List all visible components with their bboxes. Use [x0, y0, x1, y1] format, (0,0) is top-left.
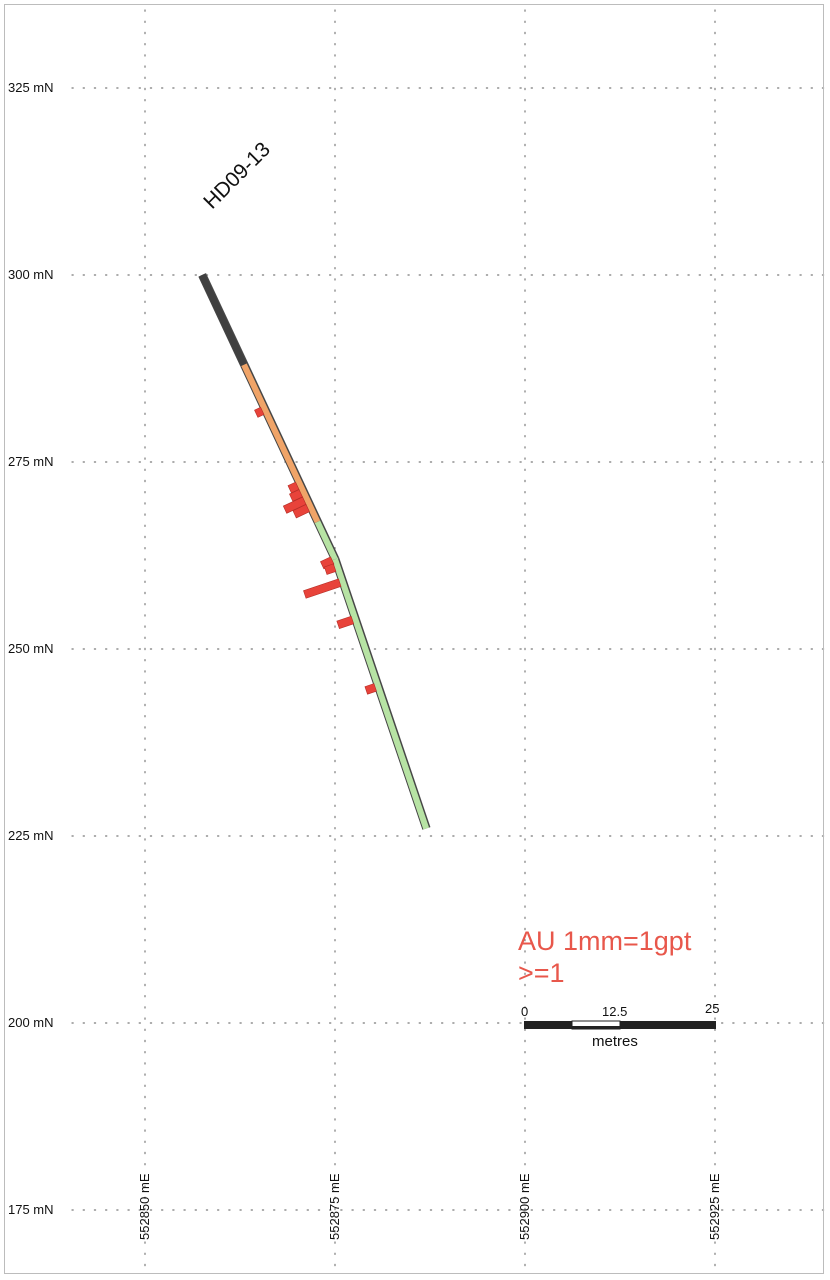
northing-label: 300 mN [8, 267, 54, 282]
assay-bar [336, 615, 355, 630]
easting-label: 552925 mE [707, 1173, 722, 1240]
northing-label: 175 mN [8, 1202, 54, 1217]
easting-label: 552900 mE [517, 1173, 532, 1240]
scale-bar-lower-line [524, 1026, 716, 1029]
northing-label: 200 mN [8, 1015, 54, 1030]
assay-bar [324, 563, 337, 575]
lithology-segment-green-unit [332, 558, 430, 830]
scale-bar-unit: metres [592, 1033, 638, 1050]
assay-bar [292, 504, 310, 519]
lithology-segment-orange-unit [241, 363, 321, 524]
assay-bar [303, 578, 342, 599]
scale-bar: 0 12.5 25 metres [521, 1001, 719, 1050]
northing-label: 250 mN [8, 641, 54, 656]
assay-bar [364, 683, 377, 695]
axis-labels: 325 mN 300 mN 275 mN 250 mN 225 mN 200 mN 175 … [8, 80, 722, 1240]
lithology-segment-green-unit [314, 520, 338, 561]
easting-label: 552850 mE [137, 1173, 152, 1240]
assay-bar [320, 556, 335, 570]
scale-bar-segment-1 [524, 1021, 572, 1029]
hole-id-label: HD09-13 [199, 138, 275, 214]
scale-bar-tick-end: 25 [705, 1001, 719, 1016]
assay-bar [282, 496, 307, 514]
drillhole-trace [198, 273, 431, 830]
assay-bar [254, 406, 265, 418]
easting-label: 552875 mE [327, 1173, 342, 1240]
scale-bar-tick-0: 0 [521, 1004, 528, 1019]
legend: AU 1mm=1gpt >=1 [518, 926, 692, 988]
scale-bar-segment-3 [620, 1021, 716, 1029]
legend-line-2: >=1 [518, 958, 565, 988]
lithology-segment-collar [199, 273, 247, 367]
northing-label: 325 mN [8, 80, 54, 95]
northing-label: 225 mN [8, 828, 54, 843]
scale-bar-tick-mid: 12.5 [602, 1004, 627, 1019]
legend-line-1: AU 1mm=1gpt [518, 926, 692, 956]
assay-histogram [254, 406, 377, 695]
grid-lines [71, 9, 827, 1273]
northing-label: 275 mN [8, 454, 54, 469]
